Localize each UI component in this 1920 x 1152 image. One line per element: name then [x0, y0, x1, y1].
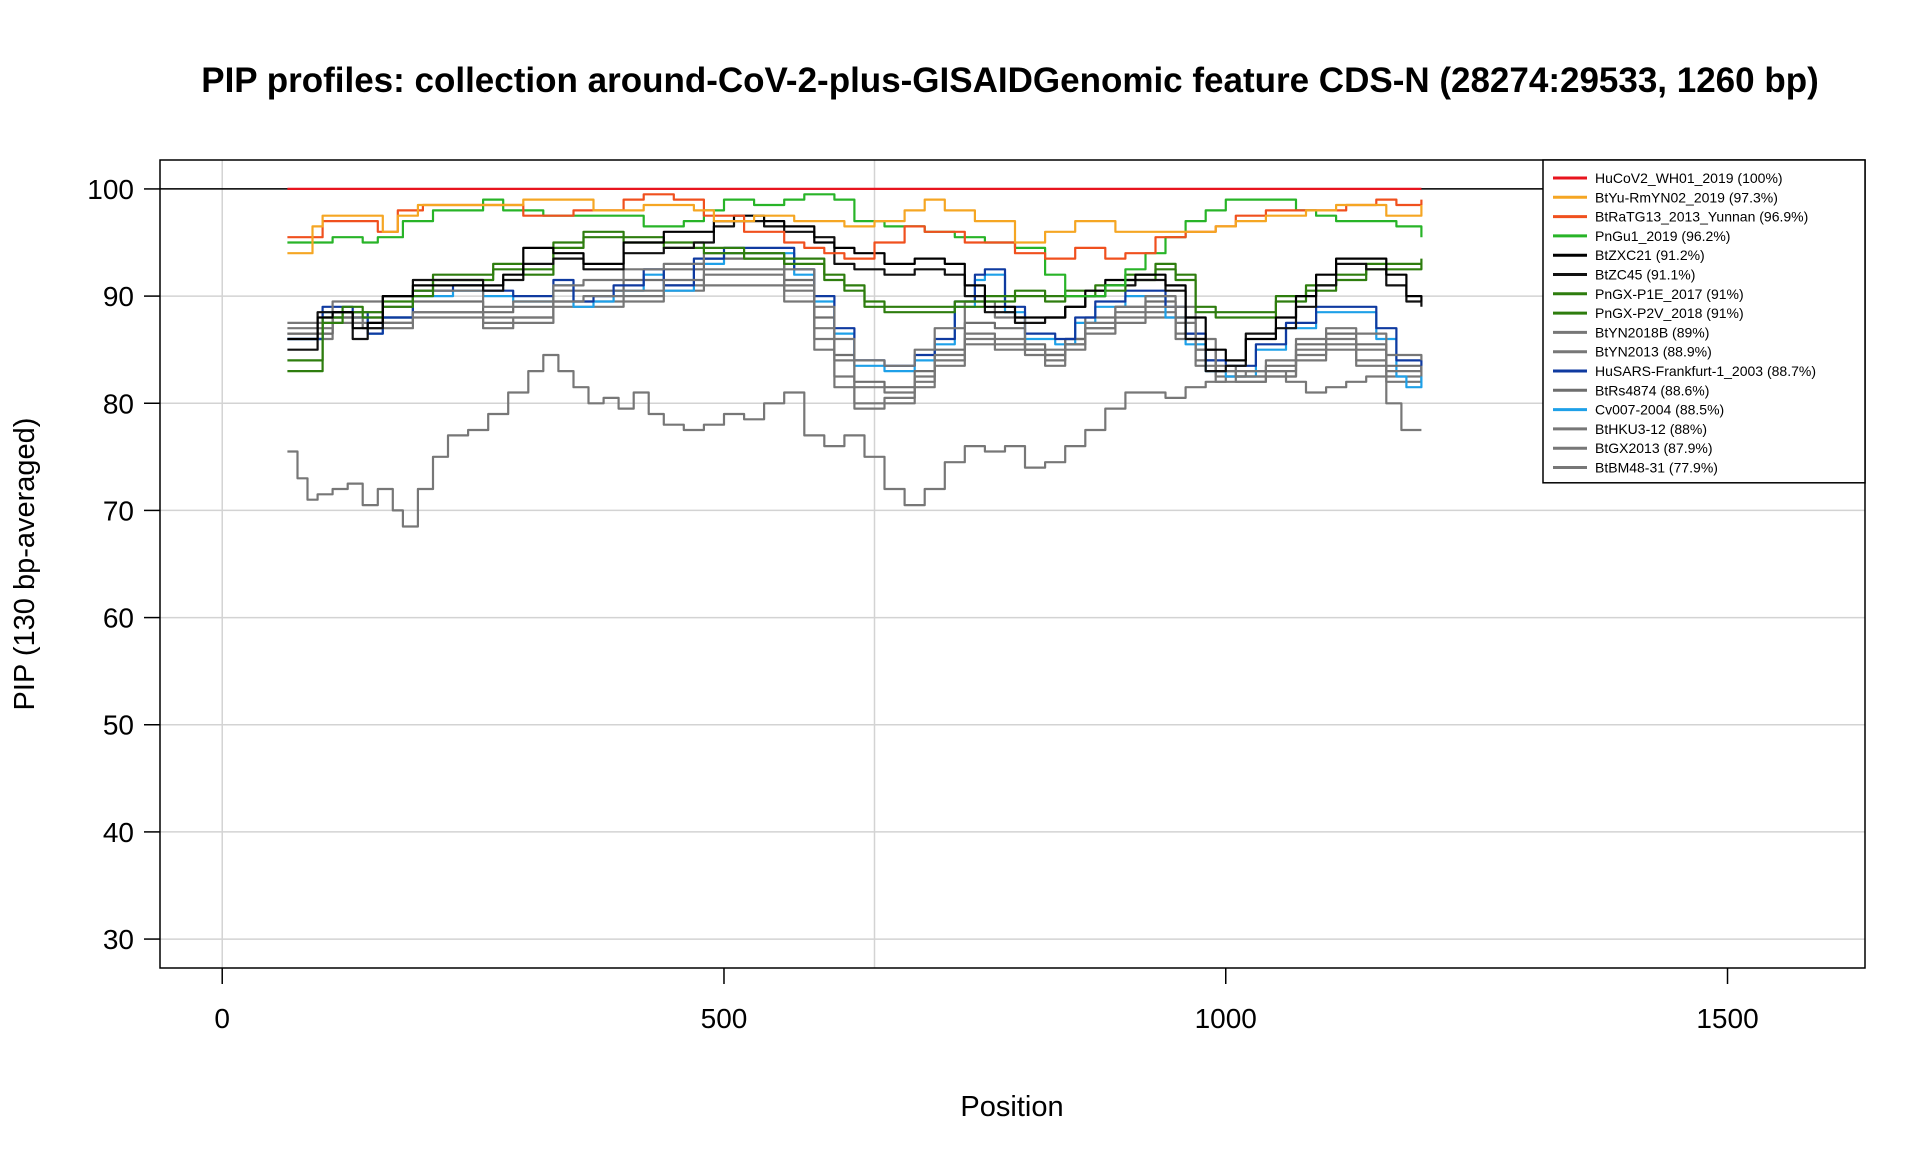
legend-entry: BtYN2018B (89%)	[1595, 324, 1709, 340]
y-axis-label: PIP (130 bp-averaged)	[9, 418, 41, 711]
legend-entry: BtGX2013 (87.9%)	[1595, 440, 1713, 456]
series-line-3	[287, 193, 1423, 298]
series-line-6	[287, 230, 1423, 362]
legend-entry: BtRs4874 (88.6%)	[1595, 382, 1709, 398]
series-line-9	[287, 268, 1423, 394]
legend-entry: BtYu-RmYN02_2019 (97.3%)	[1595, 189, 1778, 205]
series-line-1	[287, 198, 1423, 255]
legend-entry: PnGu1_2019 (96.2%)	[1595, 228, 1730, 244]
legend-entry: PnGX-P1E_2017 (91%)	[1595, 286, 1744, 302]
y-tick-label: 100	[87, 174, 134, 205]
x-tick-label: 1000	[1195, 1003, 1257, 1034]
legend-entry: BtRaTG13_2013_Yunnan (96.9%)	[1595, 209, 1808, 225]
legend-entry: BtZXC21 (91.2%)	[1595, 247, 1705, 263]
series-line-5	[287, 220, 1423, 373]
y-tick-label: 40	[103, 817, 134, 848]
legend-entry: HuSARS-Frankfurt-1_2003 (88.7%)	[1595, 363, 1816, 379]
series-line-15	[287, 353, 1422, 528]
y-tick-label: 90	[103, 281, 134, 312]
x-axis-label: Position	[960, 1091, 1063, 1123]
y-tick-label: 50	[103, 710, 134, 741]
y-axis: 30 40 50 60 70 80 90 100	[87, 174, 160, 955]
legend-entry: BtBM48-31 (77.9%)	[1595, 460, 1718, 476]
series-line-4	[287, 214, 1423, 362]
series-line-8	[287, 252, 1423, 373]
chart-title: PIP profiles: collection around-CoV-2-pl…	[201, 61, 1819, 100]
y-tick-label: 70	[103, 495, 134, 526]
legend-box	[1542, 159, 1866, 484]
legend-entry: PnGX-P2V_2018 (91%)	[1595, 305, 1744, 321]
legend-entry: BtHKU3-12 (88%)	[1595, 421, 1707, 437]
x-axis: 0 500 1000 1500	[214, 968, 1759, 1034]
x-tick-label: 0	[214, 1003, 230, 1034]
legend: HuCoV2_WH01_2019 (100%) BtYu-RmYN02_2019 …	[1542, 159, 1866, 484]
y-tick-label: 30	[103, 924, 134, 955]
y-tick-label: 80	[103, 388, 134, 419]
legend-entry: HuCoV2_WH01_2019 (100%)	[1595, 170, 1783, 186]
y-tick-label: 60	[103, 603, 134, 634]
plot-frame	[159, 159, 1866, 969]
x-tick-label: 500	[701, 1003, 748, 1034]
legend-entry: Cv007-2004 (88.5%)	[1595, 402, 1724, 418]
series-group	[287, 187, 1423, 528]
x-tick-label: 1500	[1696, 1003, 1758, 1034]
legend-entry: BtYN2013 (88.9%)	[1595, 344, 1712, 360]
legend-entry: BtZC45 (91.1%)	[1595, 267, 1695, 283]
